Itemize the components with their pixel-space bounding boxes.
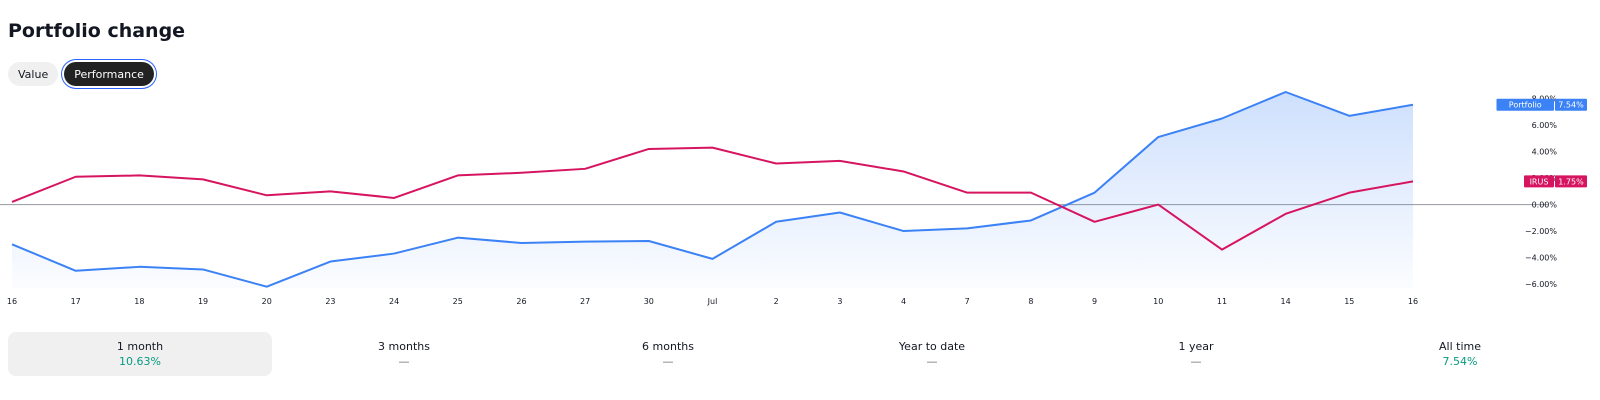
x-tick-label: 14 <box>1281 297 1291 306</box>
x-tick-label: 9 <box>1092 297 1097 306</box>
range-value: — <box>398 355 410 368</box>
range-option-1-year[interactable]: 1 year — <box>1064 332 1328 376</box>
range-value: — <box>662 355 674 368</box>
tag-series-value: 7.54% <box>1558 101 1584 110</box>
last-value-tag-portfolio: Portfolio 7.54% <box>1496 98 1587 111</box>
x-tick-label: 2 <box>774 297 779 306</box>
range-value: — <box>926 355 938 368</box>
x-tick-label: 7 <box>965 297 970 306</box>
tag-series-name: Portfolio <box>1509 101 1542 110</box>
time-range-selector: 1 month 10.63% 3 months —6 months — Year to d… <box>8 332 1592 376</box>
x-tick-label: 16 <box>1408 297 1418 306</box>
range-value: 7.54% <box>1442 355 1478 368</box>
x-tick-label: 16 <box>7 297 17 306</box>
y-tick-label: −4.00% <box>1525 254 1558 263</box>
range-label: Year to date <box>898 340 966 353</box>
range-option-all-time[interactable]: All time 7.54% <box>1328 332 1592 376</box>
x-tick-label: 18 <box>134 297 144 306</box>
y-tick-label: −2.00% <box>1525 227 1558 236</box>
y-tick-label: −6.00% <box>1525 280 1558 289</box>
tag-series-value: 1.75% <box>1558 177 1584 186</box>
x-tick-label: Jul <box>707 297 718 306</box>
range-value: — <box>1190 355 1202 368</box>
range-label: 1 year <box>1178 340 1214 353</box>
view-toggle: Value Performance <box>8 62 154 86</box>
x-tick-label: 26 <box>516 297 526 306</box>
last-value-tag-irus: IRUS 1.75% <box>1524 175 1587 188</box>
x-tick-label: 27 <box>580 297 590 306</box>
portfolio-chart[interactable]: 8.00%6.00%4.00%2.00%0.00%−2.00%−4.00%−6.… <box>0 84 1600 314</box>
range-label: All time <box>1439 340 1481 353</box>
x-tick-label: 30 <box>644 297 654 306</box>
range-label: 1 month <box>116 340 164 353</box>
x-tick-label: 8 <box>1028 297 1033 306</box>
x-tick-label: 10 <box>1153 297 1163 306</box>
y-tick-label: 0.00% <box>1532 201 1558 210</box>
x-tick-label: 3 <box>837 297 842 306</box>
x-tick-label: 17 <box>71 297 81 306</box>
x-tick-label: 19 <box>198 297 208 306</box>
value-toggle-button[interactable]: Value <box>8 62 59 86</box>
performance-toggle-button[interactable]: Performance <box>64 62 154 86</box>
x-tick-label: 4 <box>901 297 906 306</box>
page-title: Portfolio change <box>8 20 186 42</box>
range-label: 6 months <box>642 340 694 353</box>
x-tick-label: 25 <box>453 297 463 306</box>
x-tick-label: 24 <box>389 297 399 306</box>
range-option-year-to-date[interactable]: Year to date — <box>800 332 1064 376</box>
series-area-portfolio <box>12 92 1413 288</box>
range-option-3-months[interactable]: 3 months — <box>272 332 536 376</box>
y-tick-label: 4.00% <box>1532 148 1558 157</box>
tag-series-name: IRUS <box>1530 177 1549 186</box>
range-label: 3 months <box>378 340 430 353</box>
y-tick-label: 6.00% <box>1532 121 1558 130</box>
x-tick-label: 11 <box>1217 297 1227 306</box>
range-option-1-month[interactable]: 1 month 10.63% <box>8 332 272 376</box>
x-tick-label: 23 <box>325 297 335 306</box>
x-tick-label: 20 <box>262 297 272 306</box>
range-option-6-months[interactable]: 6 months — <box>536 332 800 376</box>
range-value: 10.63% <box>119 355 161 368</box>
x-tick-label: 15 <box>1344 297 1354 306</box>
